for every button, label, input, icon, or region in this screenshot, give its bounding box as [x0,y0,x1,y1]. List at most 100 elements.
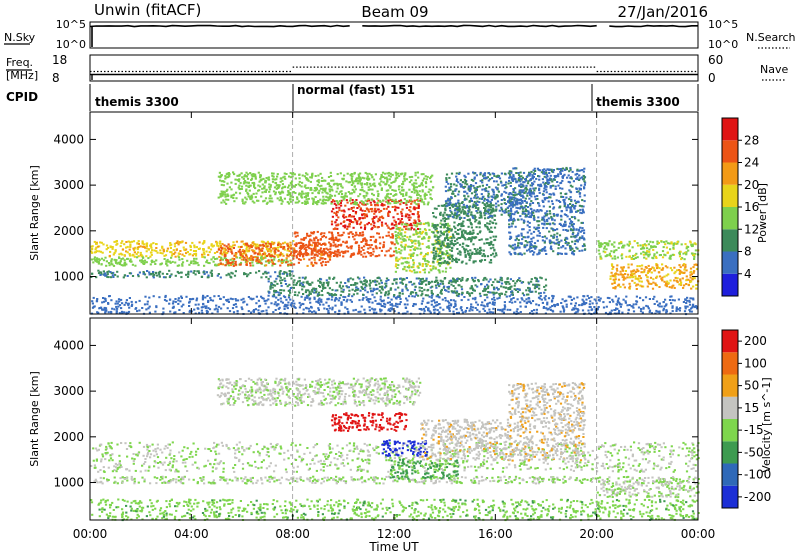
power-cells-cell-11 [693,258,696,260]
power-cells-cell-5 [348,219,351,221]
power-cells-cell-9 [508,251,511,254]
power-cells-cell-7 [446,234,449,237]
power-cells-cell-10 [241,198,244,201]
power-cells-cell-10 [220,183,223,186]
power-cells-cell-12 [651,266,654,269]
power-cells-cell-5 [413,206,416,209]
power-cells-cell-2 [110,276,113,279]
power-cells-cell-8 [500,208,504,211]
power-cells-cell-6 [430,269,433,272]
power-cells-cell-5 [376,203,379,206]
power-cells-cell-3 [290,247,293,250]
power-cells-cell-3 [237,250,240,253]
power-cells-cell-10 [307,192,310,195]
power-cells-cell-5 [417,204,420,207]
power-cells-cell-11 [678,253,681,256]
power-cells-cell-7 [453,225,456,228]
power-cells-cell-0 [171,253,174,256]
power-cells-cell-12 [661,279,664,282]
power-cells-cell-10 [322,195,325,198]
power-cells-cell-7 [453,203,456,206]
power-cells-cell-9 [576,172,579,175]
power-cells-cell-2 [278,275,281,278]
power-cells-cell-10 [364,171,367,174]
power-cells-cell-9 [581,249,584,252]
power-cells-cell-3 [292,257,295,260]
power-cells-cell-9 [525,179,528,182]
power-cells-cell-6 [434,267,437,270]
power-cells-cell-9 [559,171,562,173]
power-cells-cell-9 [530,212,533,215]
nave-tick-bottom: 0 [708,71,716,85]
power-cells-cell-12 [654,282,657,285]
power-cells-cell-4 [350,247,353,250]
power-cells-cell-8 [521,201,524,204]
power-cells-cell-12 [669,279,672,282]
power-cells-cell-9 [543,235,547,238]
power-cells-cell-1 [264,260,268,263]
power-cells-cell-10 [410,190,413,193]
power-cells-cell-9 [538,204,541,207]
power-cells-cell-6 [395,258,398,261]
power-cells-cell-0 [107,246,110,249]
power-cells-cell-10 [291,196,294,199]
power-cells-cell-11 [627,244,630,247]
power-cells-cell-6 [405,223,408,226]
power-cells-cell-7 [438,258,441,260]
power-cells-cell-7 [437,247,440,250]
power-cells-cell-12 [626,273,630,276]
power-cells-cell-7 [444,209,447,212]
power-cells-cell-2 [174,274,177,277]
power-cells-cell-4 [360,241,363,243]
power-cells-cell-0 [151,249,154,252]
power-cells-cell-12 [619,270,622,273]
power-cells-cell-5 [400,210,403,213]
power-cells-cell-6 [448,244,451,247]
power-cells-cell-9 [543,246,547,249]
power-cells-cell-4 [392,254,395,257]
power-cells-cell-6 [404,261,407,264]
power-cells-cell-13 [657,304,660,307]
power-cells-cell-12 [640,285,643,288]
power-cells-cell-9 [581,235,584,238]
power-cells-cell-13 [164,296,167,298]
power-cells-cell-9 [569,249,572,251]
power-cells-cell-1 [166,264,169,267]
power-cells-cell-10 [220,201,223,204]
power-cells-cell-1 [216,257,219,260]
power-cells-cell-4 [341,234,344,236]
power-cells-cell-10 [385,197,388,200]
power-cells-cell-2 [216,274,219,277]
power-cells-cell-10 [232,194,235,197]
power-cells-cell-9 [583,244,586,247]
power-cells-cell-12 [634,277,637,280]
power-cells-cell-4 [318,249,322,252]
power-cells-cell-0 [138,245,141,248]
power-cells-cell-10 [387,189,390,192]
power-cells-cell-5 [364,203,367,206]
power-cells-cell-10 [411,175,414,178]
power-cells-cell-11 [643,256,646,259]
power-cells-cell-2 [148,273,151,276]
power-cells-cell-6 [422,255,425,258]
power-cells-cell-9 [526,206,530,208]
power-cells-cell-3 [286,244,289,247]
power-cells-cell-12 [673,266,676,269]
power-cells-cell-6 [418,244,421,247]
power-cells-cell-9 [527,236,530,239]
power-cells-cell-0 [141,242,144,245]
power-cells-cell-3 [297,253,300,256]
power-cells-cell-2 [112,276,115,278]
power-cells-cell-4 [369,254,372,257]
power-cells-cell-2 [209,271,212,274]
power-cells-cell-13 [347,295,350,297]
power-cells-cell-7 [442,223,445,226]
power-cells-cell-10 [272,175,275,178]
power-cells-cell-9 [517,179,520,182]
power-cells-cell-8 [463,174,466,177]
cpid-segment-3: themis 3300 [596,95,680,109]
power-cells-cell-7 [487,228,490,231]
power-cells-cell-8 [492,207,495,210]
power-cells-cell-5 [346,228,349,230]
power-cells-cell-0 [129,243,132,246]
